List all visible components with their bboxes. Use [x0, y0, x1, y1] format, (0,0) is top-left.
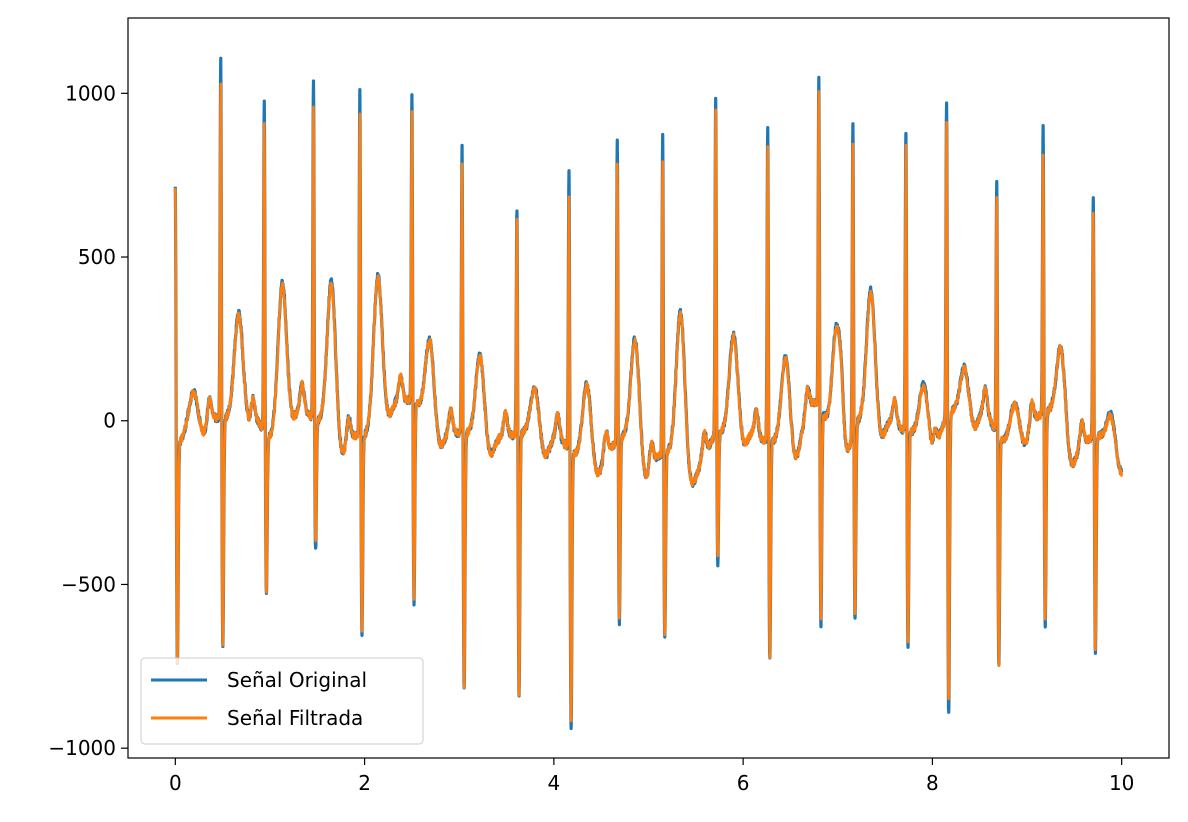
- x-tick-label: 0: [169, 771, 182, 795]
- x-tick-label: 6: [737, 771, 750, 795]
- series-layer: [173, 56, 1124, 731]
- axes-frame: [127, 17, 1170, 759]
- y-tick-label: −1000: [48, 736, 116, 760]
- x-tick-label: 2: [358, 771, 371, 795]
- plot-area: [127, 17, 1170, 759]
- series-line-filtrada: [174, 82, 1123, 723]
- y-tick-label: 0: [103, 409, 116, 433]
- legend-label-filtrada: Señal Filtrada: [227, 706, 363, 730]
- x-tick-label: 8: [926, 771, 939, 795]
- x-tick-label: 10: [1109, 771, 1134, 795]
- x-axis: 0 2 4 6 8 10: [169, 758, 1134, 795]
- legend-box: [140, 657, 424, 745]
- y-tick-label: 500: [78, 245, 116, 269]
- y-axis: −1000 −500 0 500 1000: [48, 81, 128, 760]
- y-tick-label: −500: [61, 572, 116, 596]
- legend: Señal Original Señal Filtrada: [140, 657, 424, 745]
- legend-label-original: Señal Original: [227, 668, 367, 692]
- y-tick-label: 1000: [65, 81, 116, 105]
- x-tick-label: 4: [547, 771, 560, 795]
